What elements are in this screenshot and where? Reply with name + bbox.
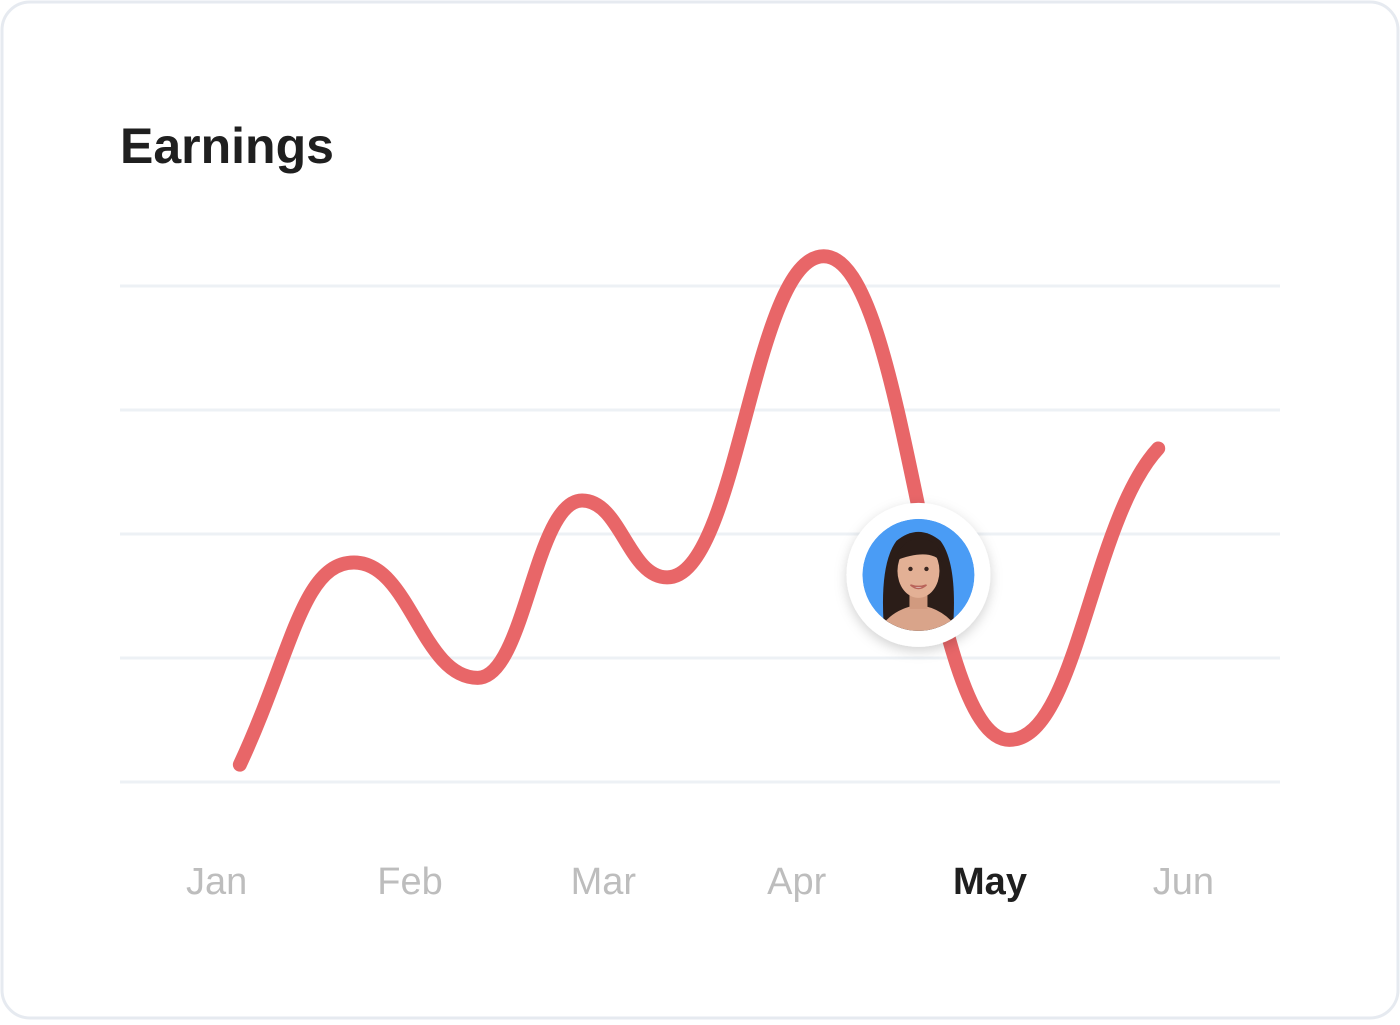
x-tick-label: Apr	[767, 861, 826, 903]
avatar-marker	[846, 502, 991, 647]
avatar	[862, 518, 975, 631]
x-tick-label: May	[953, 861, 1027, 903]
x-tick-label: Jan	[186, 861, 247, 903]
x-tick-label: Mar	[571, 861, 637, 903]
x-tick-label: Jun	[1153, 861, 1214, 903]
chart-title: Earnings	[120, 118, 334, 174]
line-series	[232, 249, 1166, 772]
x-tick-label: Feb	[377, 861, 442, 903]
